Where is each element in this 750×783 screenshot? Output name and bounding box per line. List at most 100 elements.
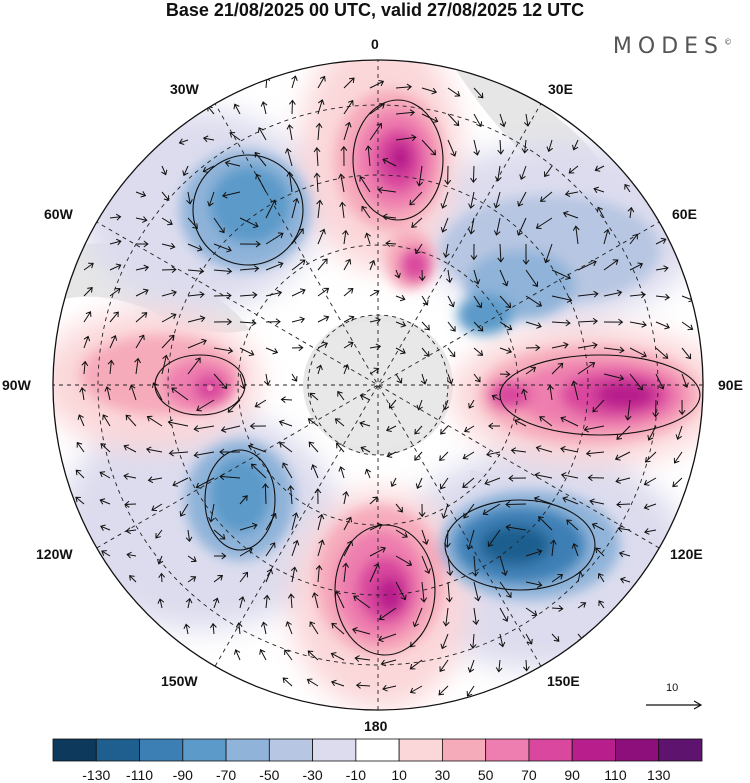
wind-arrow xyxy=(233,103,241,115)
wind-arrow xyxy=(444,529,451,548)
wind-arrow xyxy=(187,291,205,299)
wind-arrow xyxy=(551,319,571,327)
wind-arrow xyxy=(343,99,354,115)
colorbar-swatch xyxy=(398,738,443,762)
wind-arrow xyxy=(617,525,631,533)
wind-arrow xyxy=(560,416,579,427)
wind-arrow xyxy=(146,415,163,427)
wind-arrow xyxy=(187,338,207,349)
wind-arrow xyxy=(123,473,137,480)
wind-arrow xyxy=(644,451,657,463)
wind-arrow xyxy=(135,312,148,323)
wind-arrow xyxy=(83,311,92,323)
wind-arrow xyxy=(568,165,579,174)
wind-arrow xyxy=(213,318,233,326)
wind-arrow xyxy=(280,396,293,404)
wind-arrow xyxy=(235,622,243,635)
wind-arrow xyxy=(317,513,325,531)
wind-arrow xyxy=(463,503,475,519)
wind-arrow xyxy=(343,77,355,89)
wind-arrow xyxy=(472,607,480,626)
wind-arrow xyxy=(388,399,397,409)
wind-arrow xyxy=(421,347,430,357)
wind-arrow xyxy=(187,217,198,229)
wind-arrow xyxy=(576,570,583,583)
wind-arrow xyxy=(343,288,354,297)
colorbar-swatch xyxy=(95,738,140,762)
wind-arrow xyxy=(343,121,352,141)
wind-arrow xyxy=(473,295,483,309)
colorbar-swatch xyxy=(441,738,487,762)
wind-arrow xyxy=(359,420,371,428)
wind-arrow xyxy=(369,496,379,505)
wind-arrow xyxy=(265,347,279,355)
wind-arrow xyxy=(178,138,189,145)
wind-arrow xyxy=(124,500,137,508)
wind-arrow xyxy=(109,288,121,297)
wind-arrow xyxy=(317,341,329,349)
colorbar-tick-label: -110 xyxy=(126,767,154,783)
wind-arrow xyxy=(343,516,353,531)
wind-arrow xyxy=(497,139,505,155)
wind-arrow xyxy=(522,243,530,265)
wind-arrow xyxy=(340,145,348,167)
wind-arrow xyxy=(469,633,477,650)
meridian-label-30w: 30W xyxy=(170,81,199,97)
wind-arrow xyxy=(265,232,284,245)
wind-arrow xyxy=(380,659,397,667)
wind-arrow xyxy=(551,605,564,612)
wind-arrow xyxy=(290,566,298,583)
wind-arrow xyxy=(414,425,423,435)
wind-arrow xyxy=(525,633,533,645)
wind-arrow xyxy=(135,191,147,198)
wind-arrow xyxy=(291,316,306,324)
wind-arrow xyxy=(334,418,345,427)
wind-arrow xyxy=(464,425,475,433)
wind-arrow xyxy=(343,315,355,323)
positive-center-180 xyxy=(387,592,393,598)
wind-arrow xyxy=(307,418,319,427)
wind-arrow xyxy=(438,685,449,696)
wind-arrow xyxy=(187,555,197,563)
wind-arrow xyxy=(420,581,428,603)
brand-text: MODES xyxy=(612,34,724,59)
wind-arrow xyxy=(187,357,201,375)
negative-center-130e xyxy=(512,542,518,548)
wind-arrow xyxy=(442,607,450,627)
anomaly-field xyxy=(53,60,703,710)
colorbar-tick-label: -10 xyxy=(345,767,366,783)
reference-vector-label: 10 xyxy=(666,682,679,694)
wind-arrow xyxy=(446,373,454,385)
wind-arrow xyxy=(499,113,507,128)
wind-arrow xyxy=(595,547,605,557)
wind-arrow xyxy=(317,228,326,245)
wind-arrow xyxy=(577,342,598,349)
wind-arrow xyxy=(566,519,579,531)
wind-arrow xyxy=(517,191,527,207)
antarctica-cap xyxy=(308,321,448,449)
wind-arrow xyxy=(596,206,605,219)
wind-arrow xyxy=(499,581,512,598)
wind-arrow xyxy=(468,191,475,209)
wind-arrow xyxy=(224,160,241,167)
wind-arrow xyxy=(544,165,553,178)
wind-arrow xyxy=(629,291,646,299)
wind-arrow xyxy=(525,548,543,557)
wind-arrow xyxy=(125,414,137,427)
wind-arrow xyxy=(282,677,293,687)
wind-arrow xyxy=(498,633,506,648)
wind-arrow xyxy=(342,490,350,505)
wind-arrow xyxy=(519,165,527,180)
wind-arrow xyxy=(560,445,579,453)
wind-arrow xyxy=(185,529,193,543)
wind-arrow xyxy=(213,292,232,300)
wind-arrow xyxy=(487,529,501,547)
wind-arrow xyxy=(523,659,530,672)
wind-arrow xyxy=(99,471,111,479)
wind-arrow xyxy=(364,468,372,479)
wind-arrow xyxy=(222,191,241,199)
wind-arrow xyxy=(254,399,267,408)
wind-arrow xyxy=(126,551,137,559)
wind-arrow xyxy=(470,165,477,184)
wind-arrow xyxy=(673,451,683,464)
